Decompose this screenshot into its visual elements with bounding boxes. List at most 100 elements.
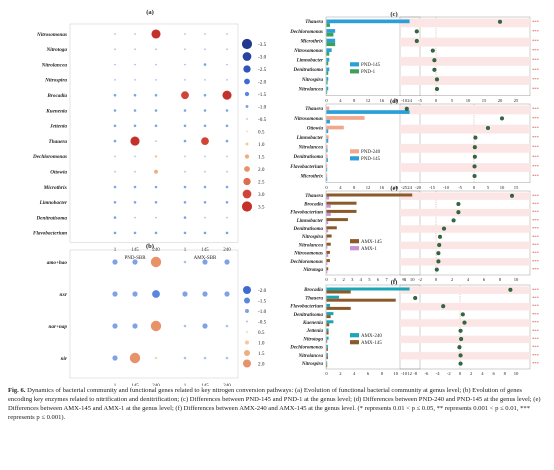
bar-category-label: Denitratisoma (293, 155, 324, 160)
panel-a-bubble (201, 137, 209, 146)
panel-a-bubble (134, 155, 136, 158)
panel-b-bubble (225, 356, 229, 360)
diff-dot (472, 154, 477, 159)
panel-a-legend-bubble (242, 52, 252, 61)
panel-a-bubble (130, 136, 140, 146)
panel-a-bubble (225, 201, 229, 204)
panel-a-legend-label: 1.5 (258, 154, 265, 160)
bar-mark (326, 61, 329, 66)
panel-a-bubble (113, 185, 117, 189)
diff-dot (434, 86, 440, 92)
bar-mark (326, 77, 329, 81)
diff-dot (441, 304, 446, 309)
panel-b-legend-bubble (244, 350, 250, 356)
panel-a-row-label: Dechloromonas (32, 154, 67, 160)
panel-a-legend-bubble (241, 38, 253, 50)
panel-b-legend-label: -2.0 (258, 288, 267, 294)
panel-a-bubble (134, 216, 136, 219)
diff-axis-tick: 8 (504, 371, 507, 376)
diff-plot-frame (399, 103, 531, 184)
bar-legend-label: AMX-145 (361, 240, 382, 245)
bar-axis-tick: 2 (342, 277, 345, 282)
diff-row-stripe (400, 143, 530, 153)
bar-legend-swatch (350, 149, 359, 154)
bar-mark (326, 135, 329, 139)
bar-legend-swatch (350, 62, 359, 67)
panel-a-bubble (114, 155, 116, 158)
bar-mark (326, 38, 336, 43)
panel-a-bubble (154, 124, 158, 128)
diff-axis-tick: 0 (435, 277, 438, 282)
panel-a-bubble (184, 33, 186, 35)
diff-axis-tick: 10 (514, 371, 519, 376)
significance-label: *** (532, 48, 540, 53)
panel-b-bubble (202, 323, 208, 329)
bar-category-label: Nitrosomonas (293, 117, 323, 122)
bar-mark (326, 270, 328, 274)
diff-axis-tick: 5 (487, 185, 490, 190)
diff-axis-tick: 0 (435, 98, 438, 103)
panel-a-col-label: 145 (201, 248, 209, 253)
significance-label: *** (532, 287, 540, 292)
panel-a-bubble (154, 155, 158, 158)
diff-row-stripe (400, 335, 530, 344)
diff-row-stripe (400, 18, 530, 28)
panel-b-legend-label: -1.5 (258, 298, 267, 304)
panel-a-bubble (154, 201, 158, 204)
significance-label: *** (532, 87, 540, 92)
panel-b-row-label: nxr (60, 292, 68, 298)
panel-b-legend-bubble (244, 297, 250, 304)
bar-category-label: Nitrospira (301, 235, 324, 240)
bar-axis-tick: 4 (339, 98, 342, 103)
bar-legend-swatch (350, 246, 359, 251)
bar-mark (326, 356, 328, 360)
panel-a-legend-label: -2.0 (258, 79, 267, 85)
panel-a-row-label: Denitratisoma (35, 215, 67, 221)
panel-a-legend-bubble (241, 201, 253, 212)
diff-dot (508, 287, 513, 292)
bar-legend-label: PND-145 (361, 63, 381, 68)
bar-axis-tick: 10 (410, 277, 415, 282)
bar-legend-swatch (350, 340, 359, 345)
bar-mark (326, 221, 329, 225)
bar-axis-tick: 12 (366, 98, 371, 103)
bar-mark (326, 226, 337, 230)
panel-b-bubble (202, 291, 208, 297)
diff-dot (458, 328, 463, 333)
bar-mark (326, 177, 328, 182)
diff-plot-frame (399, 190, 531, 276)
bar-mark (326, 90, 328, 95)
bar-axis-tick: 7 (385, 277, 388, 282)
diff-dot (456, 201, 461, 207)
diff-dot (434, 267, 439, 272)
bar-mark (326, 125, 344, 130)
panel-a-bubble (113, 231, 117, 235)
diff-row-stripe (400, 124, 530, 134)
bar-category-label: Flavobacterium (290, 211, 323, 216)
panel-a-bubble (113, 216, 117, 219)
bar-mark (326, 287, 410, 291)
diff-axis-tick: -20 (415, 185, 422, 190)
significance-label: *** (532, 19, 540, 24)
panel-a-bubble (133, 231, 137, 235)
panel-a-bubble (114, 170, 116, 173)
bar-axis-tick: 0 (325, 371, 328, 376)
bar-mark (326, 298, 396, 302)
diff-axis-tick: 8 (499, 277, 502, 282)
panel-a-legend-label: -1.5 (258, 92, 267, 98)
diff-row-stripe (400, 192, 530, 200)
significance-label: *** (532, 106, 540, 111)
panel-a-bubble (134, 48, 136, 51)
panel-a-bubble (226, 155, 228, 158)
diff-dot (472, 173, 477, 179)
panel-a-group-label: AMX-SBR (194, 256, 217, 261)
panel-a-row-label: Nitrotoga (46, 47, 68, 53)
panel-b-row-label: amo+hao (47, 260, 68, 266)
diff-axis-tick: 10 (466, 98, 471, 103)
diff-row-stripe (400, 258, 530, 266)
bar-category-label: Jettenia (306, 329, 324, 334)
panel-a-bubble (114, 79, 116, 81)
panel-a-legend-bubble (243, 177, 251, 186)
diff-dot (436, 251, 441, 256)
panel-a-legend-bubble (246, 118, 248, 120)
